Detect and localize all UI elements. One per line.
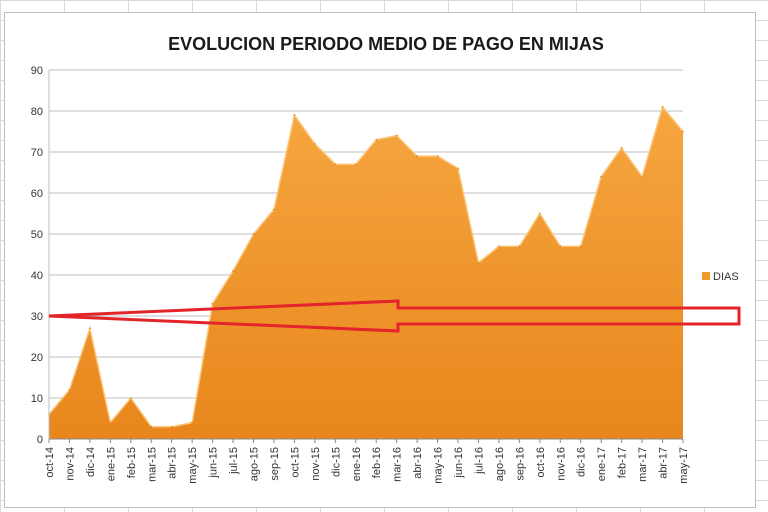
y-tick-label: 10 xyxy=(31,393,43,405)
area-chart[interactable]: EVOLUCION PERIODO MEDIO DE PAGO EN MIJAS… xyxy=(5,13,755,507)
x-tick-label: dic-15 xyxy=(330,447,342,477)
x-tick-label: jul-16 xyxy=(473,447,485,475)
x-tick-label: dic-16 xyxy=(576,447,588,477)
x-tick-label: mar-15 xyxy=(146,447,158,482)
x-tick-label: jun-16 xyxy=(453,447,465,479)
x-tick-label: abr-15 xyxy=(167,447,179,479)
legend-swatch xyxy=(702,272,710,280)
data-point xyxy=(211,302,214,305)
x-tick-label: dic-14 xyxy=(85,447,97,477)
data-point xyxy=(252,233,255,235)
data-point xyxy=(436,155,439,157)
x-tick-label: ene-15 xyxy=(105,447,117,481)
data-point xyxy=(579,245,582,248)
x-tick-label: mar-17 xyxy=(637,447,649,482)
x-tick-label: sep-15 xyxy=(269,447,281,481)
data-point xyxy=(661,106,664,108)
x-tick-label: abr-17 xyxy=(658,447,670,479)
x-tick-label: may-17 xyxy=(678,447,690,484)
data-point xyxy=(539,212,541,215)
data-point xyxy=(89,327,91,330)
y-tick-label: 40 xyxy=(31,270,43,282)
y-tick-label: 20 xyxy=(31,352,43,364)
data-point xyxy=(68,389,71,391)
x-tick-label: ene-17 xyxy=(596,447,608,481)
data-point xyxy=(334,163,337,166)
x-tick-label: oct-16 xyxy=(535,447,547,478)
x-tick-label: jul-15 xyxy=(228,447,240,475)
data-point xyxy=(170,425,173,428)
data-point xyxy=(375,138,378,141)
series-area-dias xyxy=(49,106,683,440)
data-point xyxy=(682,130,684,133)
data-point xyxy=(498,245,500,248)
y-tick-label: 50 xyxy=(31,229,43,241)
y-tick-label: 60 xyxy=(31,188,43,200)
data-point xyxy=(314,143,316,145)
x-tick-label: nov-14 xyxy=(64,447,76,481)
x-tick-label: may-16 xyxy=(433,447,445,484)
data-point xyxy=(191,421,193,424)
data-point xyxy=(354,163,357,166)
x-tick-label: may-15 xyxy=(187,447,199,484)
data-point xyxy=(620,147,623,149)
data-point xyxy=(416,155,418,157)
chart-title: EVOLUCION PERIODO MEDIO DE PAGO EN MIJAS xyxy=(168,34,604,54)
x-tick-label: feb-15 xyxy=(126,447,138,478)
x-tick-label: ene-16 xyxy=(351,447,363,481)
data-point xyxy=(273,208,275,211)
data-point xyxy=(109,421,112,424)
y-tick-label: 30 xyxy=(31,311,43,323)
data-point xyxy=(395,134,398,137)
annotation-arrow xyxy=(48,299,741,333)
data-point xyxy=(477,261,480,264)
y-tick-label: 70 xyxy=(31,147,43,159)
x-tick-label: feb-17 xyxy=(617,447,629,478)
chart-frame[interactable]: EVOLUCION PERIODO MEDIO DE PAGO EN MIJAS… xyxy=(4,12,756,508)
data-point xyxy=(457,167,459,170)
x-tick-label: nov-15 xyxy=(310,447,322,481)
y-tick-label: 80 xyxy=(31,106,43,118)
data-point xyxy=(641,175,643,178)
x-tick-label: mar-16 xyxy=(392,447,404,482)
x-tick-label: ago-16 xyxy=(494,447,506,481)
data-point xyxy=(600,175,602,178)
legend-label: DIAS xyxy=(713,271,739,283)
series-line-dias xyxy=(48,105,684,428)
x-tick-label: feb-16 xyxy=(371,447,383,478)
data-point xyxy=(150,425,153,428)
data-point xyxy=(232,270,234,272)
x-tick-label: oct-15 xyxy=(289,447,301,478)
y-tick-label: 90 xyxy=(31,65,43,77)
x-tick-label: ago-15 xyxy=(249,447,261,481)
x-tick-label: abr-16 xyxy=(412,447,424,479)
y-tick-label: 0 xyxy=(37,434,43,446)
x-tick-label: sep-16 xyxy=(514,447,526,481)
data-point xyxy=(518,245,521,248)
data-point xyxy=(130,397,132,399)
x-tick-label: nov-16 xyxy=(555,447,567,481)
x-tick-label: oct-14 xyxy=(44,447,56,478)
data-point xyxy=(559,245,562,248)
x-tick-label: jun-15 xyxy=(208,447,220,479)
data-point xyxy=(293,114,296,116)
